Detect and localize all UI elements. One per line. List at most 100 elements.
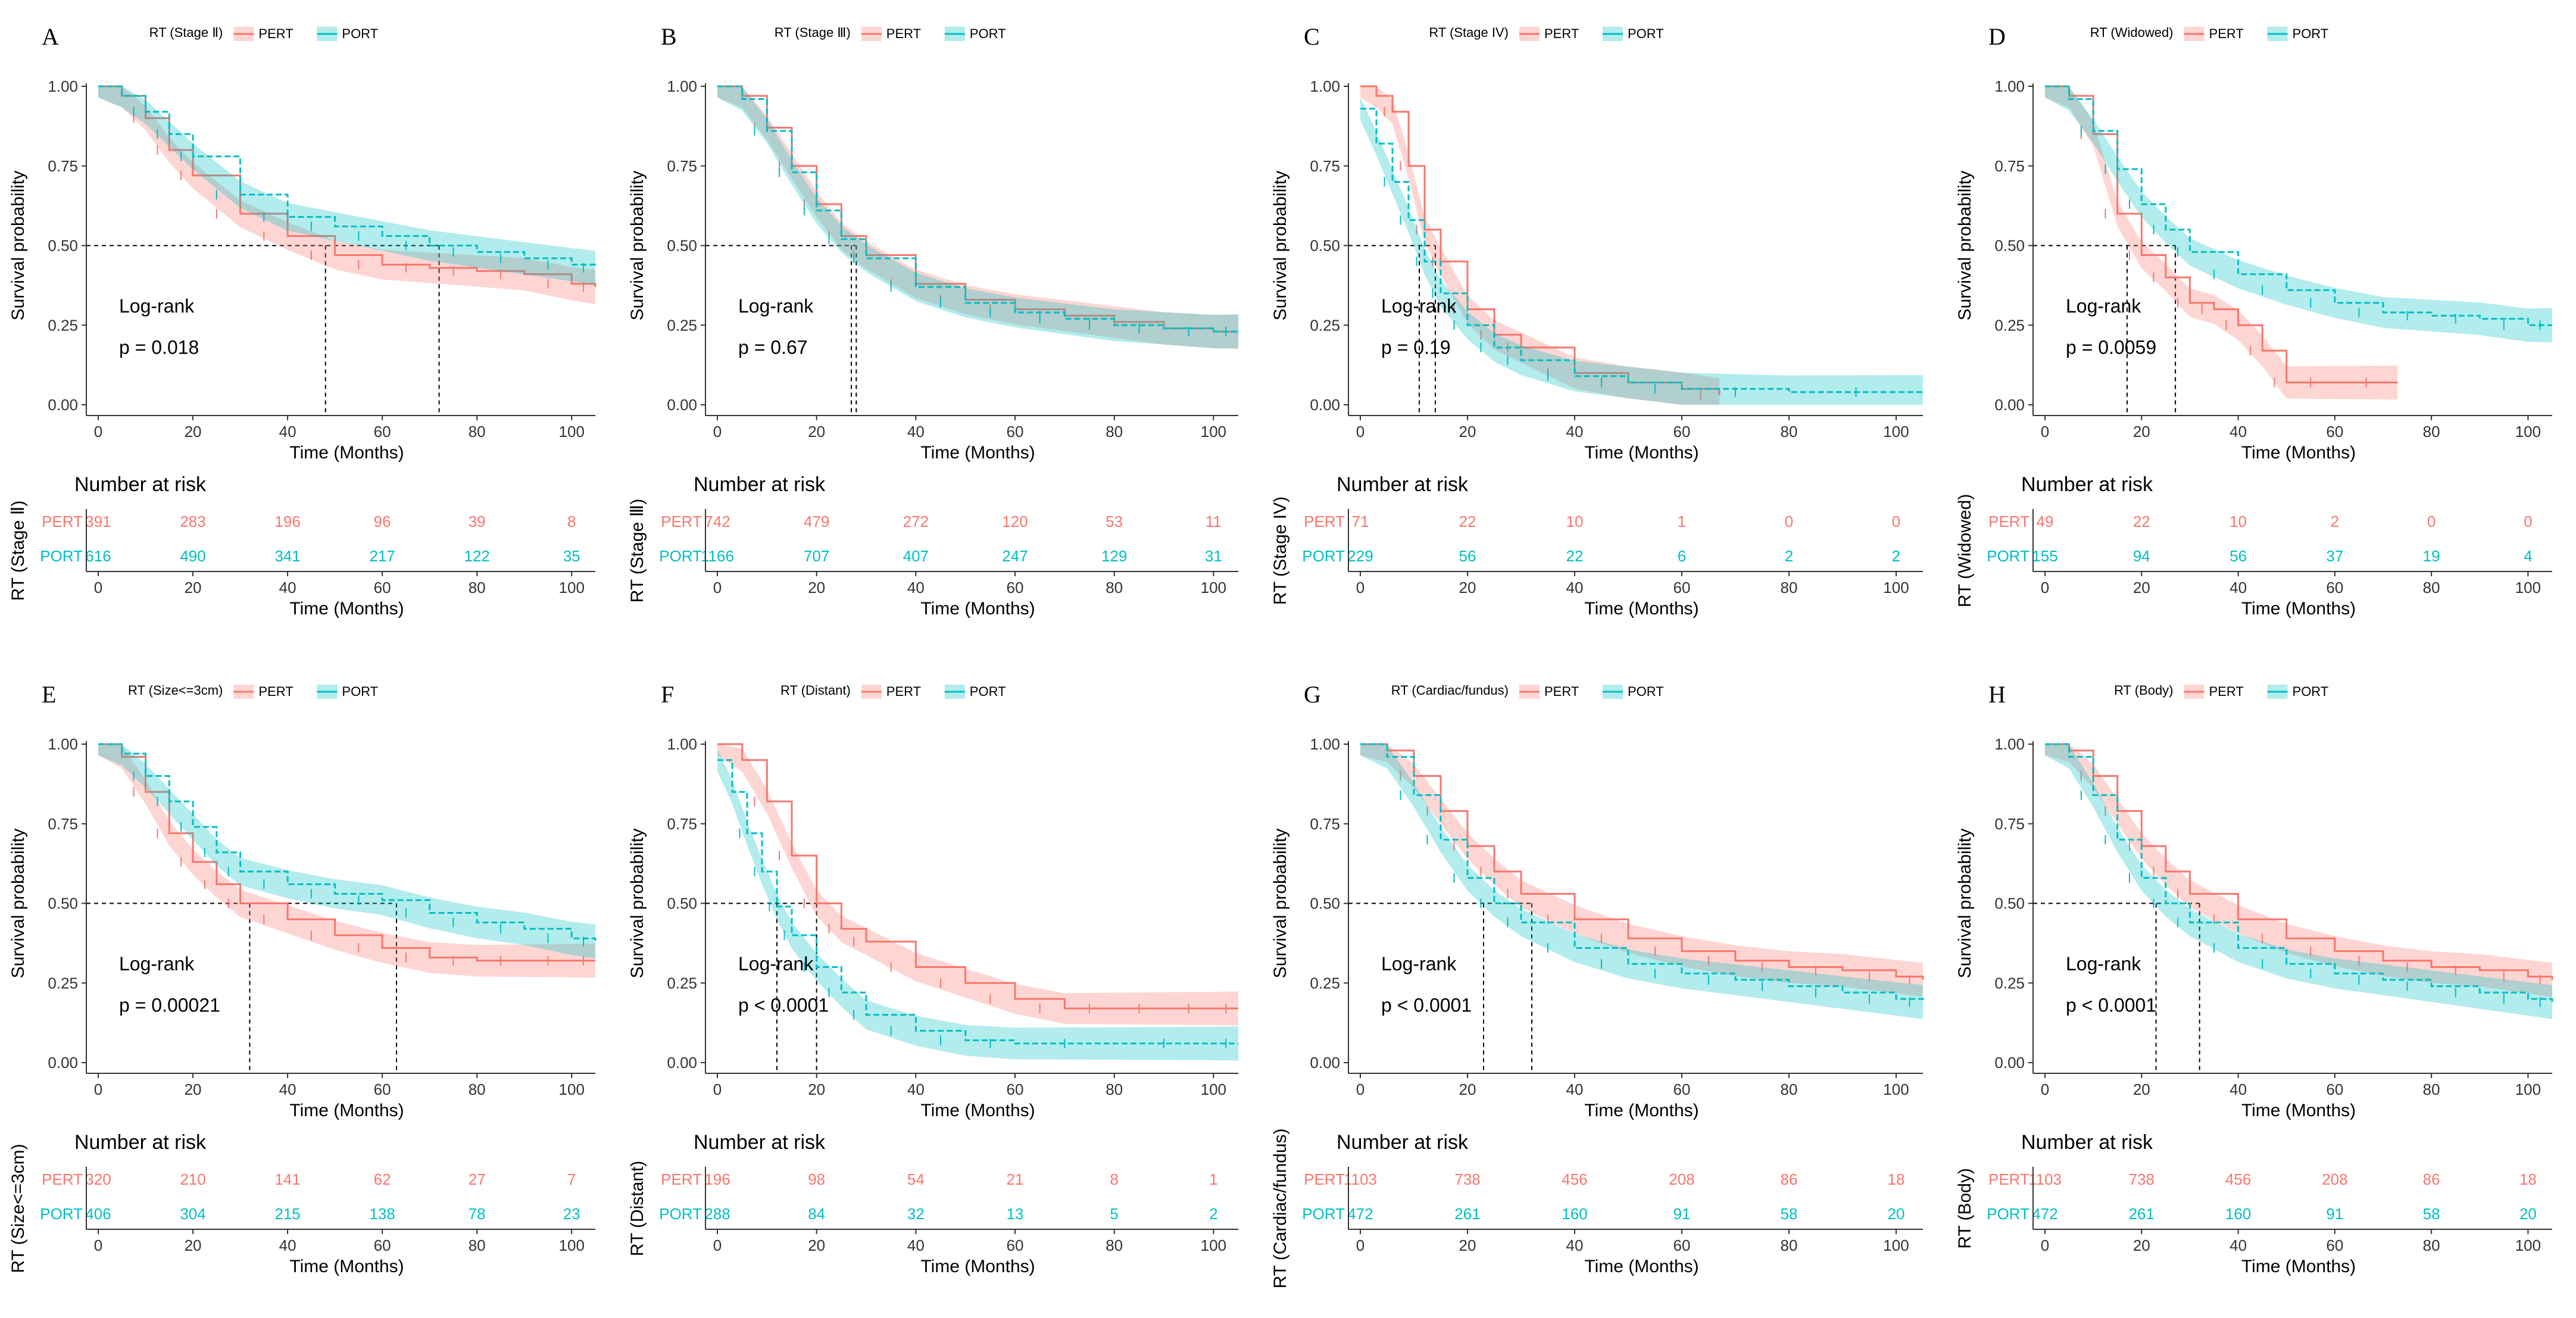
- y-tick-label: 0.25: [667, 974, 697, 992]
- risk-x-tick-label: 60: [374, 579, 391, 596]
- y-tick-label: 1.00: [1310, 77, 1340, 95]
- risk-count: 22: [1566, 547, 1584, 565]
- legend: RT (Stage IV) PERT PORT: [1429, 25, 1664, 41]
- panel-h: H RT (Body) PERT PORT 0.00 0.25 0.50 0.75 1.00 0 2…: [1955, 681, 2553, 1276]
- risk-count: 456: [2225, 1170, 2251, 1188]
- risk-count: 229: [1347, 547, 1373, 565]
- x-axis-title: Time (Months): [920, 1101, 1035, 1120]
- risk-count: 208: [2322, 1170, 2347, 1188]
- risk-count: 10: [2230, 513, 2247, 530]
- y-tick-label: 0.25: [48, 974, 78, 992]
- logrank-pvalue: p = 0.67: [738, 336, 808, 358]
- risk-count: 472: [2032, 1205, 2057, 1223]
- x-tick-label: 80: [1106, 1080, 1123, 1098]
- panel-letter: C: [1304, 23, 1320, 50]
- y-tick-label: 0.75: [48, 815, 78, 833]
- risk-x-tick-label: 80: [1781, 1236, 1798, 1254]
- risk-count: 20: [2519, 1205, 2537, 1223]
- x-tick-label: 20: [808, 1080, 825, 1098]
- risk-x-tick-label: 80: [1106, 579, 1123, 596]
- series-port: [717, 85, 1238, 349]
- series-port: [98, 743, 597, 959]
- risk-x-tick-label: 60: [1673, 579, 1691, 596]
- risk-x-tick-label: 80: [2423, 1236, 2440, 1254]
- series-pert: [2045, 743, 2553, 997]
- risk-x-tick-label: 60: [374, 1236, 391, 1254]
- risk-count: 738: [2129, 1170, 2155, 1188]
- risk-table-title: Number at risk: [1337, 1131, 1469, 1154]
- risk-x-tick-label: 40: [2230, 1236, 2247, 1254]
- y-axis-title: Survival probability: [1955, 171, 1975, 321]
- risk-count: 23: [563, 1205, 580, 1223]
- y-axis-title: Survival probability: [1270, 171, 1290, 321]
- x-tick-label: 80: [469, 423, 486, 441]
- x-tick-label: 0: [2041, 423, 2049, 441]
- survival-curve: [98, 85, 597, 268]
- risk-count: 616: [85, 547, 111, 565]
- risk-count: 479: [804, 513, 829, 530]
- risk-count: 22: [2133, 513, 2150, 530]
- risk-count: 742: [704, 513, 730, 530]
- risk-table-title: Number at risk: [694, 473, 826, 496]
- risk-y-axis-title: RT (Stage Ⅲ): [627, 499, 647, 603]
- confidence-band: [98, 744, 595, 959]
- x-tick-label: 0: [2041, 1080, 2049, 1098]
- legend: RT (Stage Ⅱ) PERT PORT: [149, 25, 378, 41]
- risk-x-tick-label: 80: [469, 579, 486, 596]
- x-tick-label: 80: [1781, 423, 1798, 441]
- risk-row-label-port: PORT: [1302, 1205, 1345, 1223]
- risk-row-label-port: PORT: [1987, 1205, 2029, 1223]
- risk-count: 160: [1562, 1205, 1587, 1223]
- x-tick-label: 100: [2515, 1080, 2541, 1098]
- panel-letter: F: [661, 681, 674, 708]
- risk-row-label-port: PORT: [1987, 547, 2029, 565]
- y-tick-label: 1.00: [1310, 735, 1340, 753]
- risk-x-tick-label: 0: [713, 579, 722, 596]
- y-tick-label: 1.00: [48, 77, 78, 95]
- risk-count: 210: [180, 1170, 205, 1188]
- risk-count: 2: [1785, 547, 1793, 565]
- y-tick-label: 1.00: [1994, 77, 2025, 95]
- risk-count: 18: [2519, 1170, 2537, 1188]
- risk-x-tick-label: 0: [1356, 1236, 1365, 1254]
- y-tick-label: 0.00: [1310, 1054, 1340, 1072]
- legend-label-pert: PERT: [886, 684, 921, 699]
- y-tick-label: 0.75: [48, 157, 78, 175]
- risk-x-tick-label: 100: [559, 1236, 585, 1254]
- confidence-band: [2045, 86, 2398, 400]
- risk-count: 53: [1106, 513, 1123, 530]
- x-tick-label: 60: [374, 1080, 391, 1098]
- risk-x-tick-label: 20: [808, 579, 825, 596]
- risk-x-axis-title: Time (Months): [920, 1257, 1035, 1276]
- risk-x-tick-label: 40: [1566, 1236, 1584, 1254]
- y-axis-title: Survival probability: [1955, 829, 1975, 979]
- risk-count: 54: [907, 1170, 925, 1188]
- risk-table: Number at risk PERT 391 283 196 96 39 8 PORT 616 4…: [8, 473, 595, 619]
- legend-title: RT (Body): [2114, 683, 2173, 698]
- series-port: [717, 749, 1238, 1061]
- y-tick-label: 0.75: [1310, 815, 1340, 833]
- panel-letter: B: [661, 23, 677, 50]
- legend-title: RT (Size<=3cm): [128, 683, 223, 698]
- risk-count: 19: [2423, 547, 2440, 565]
- legend-label-pert: PERT: [1544, 26, 1579, 41]
- y-tick-label: 0.25: [1994, 316, 2025, 334]
- legend-label-port: PORT: [2293, 684, 2329, 699]
- risk-row-label-port: PORT: [40, 547, 83, 565]
- x-tick-label: 40: [1566, 1080, 1584, 1098]
- risk-x-tick-label: 0: [1356, 579, 1365, 596]
- y-tick-label: 0.75: [1310, 157, 1340, 175]
- risk-row-label-pert: PERT: [1304, 1170, 1345, 1188]
- x-tick-label: 20: [2133, 1080, 2150, 1098]
- legend-label-pert: PERT: [258, 26, 293, 41]
- x-tick-label: 100: [1883, 1080, 1909, 1098]
- panel-a: A RT (Stage Ⅱ) PERT PORT 0.00 0.25 0.50 0.75 1.0…: [8, 23, 597, 619]
- y-tick-label: 0.50: [1994, 237, 2025, 255]
- risk-count: 37: [2326, 547, 2343, 565]
- risk-x-tick-label: 0: [94, 579, 102, 596]
- risk-x-tick-label: 100: [559, 579, 585, 596]
- y-tick-label: 0.25: [1994, 974, 2025, 992]
- risk-x-axis-title: Time (Months): [289, 1257, 404, 1276]
- risk-count: 22: [1459, 513, 1476, 530]
- y-axis-title: Survival probability: [8, 829, 28, 979]
